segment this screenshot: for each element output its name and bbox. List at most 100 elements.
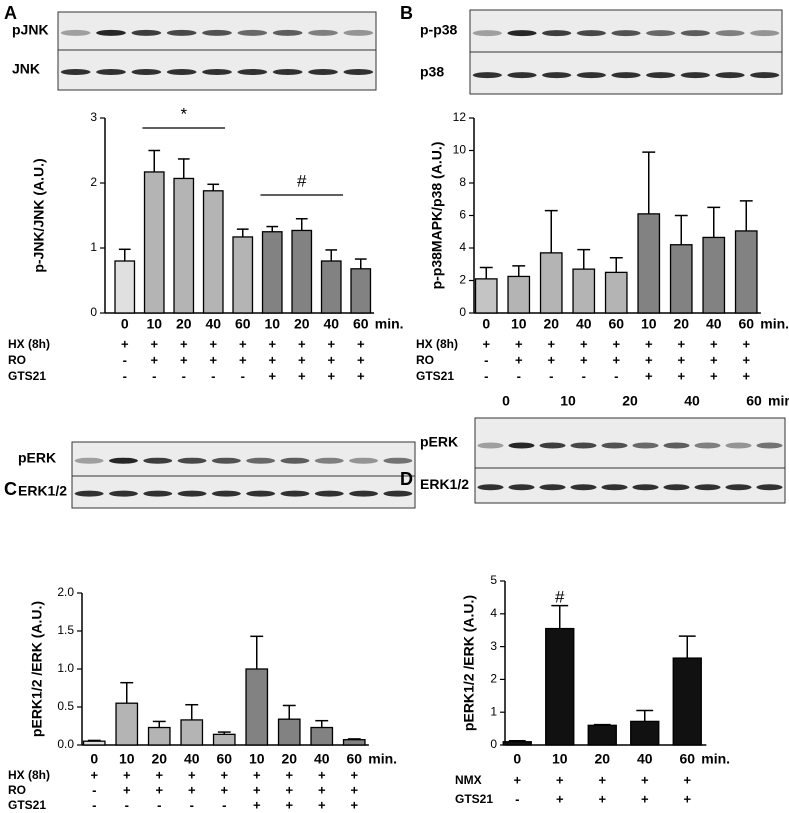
- x-tick-label: 0: [121, 316, 129, 332]
- bar: [82, 740, 106, 746]
- condition-sign: +: [357, 352, 365, 367]
- blot-band: [177, 457, 207, 464]
- bar: [320, 260, 342, 314]
- blot-band: [383, 457, 413, 464]
- x-unit: min.: [701, 751, 730, 767]
- blot-band: [472, 30, 502, 37]
- y-axis-label: pERK1/2 /ERK (A.U.): [29, 601, 45, 737]
- condition-sign: -: [484, 352, 488, 367]
- condition-sign: +: [556, 791, 564, 806]
- y-tick-label: 6: [459, 208, 466, 222]
- error-bar: [642, 151, 656, 214]
- bar: [502, 741, 532, 746]
- blot-header-unit: min.: [768, 393, 789, 409]
- y-tick-label: 2.0: [57, 585, 74, 599]
- blot-band: [96, 29, 126, 36]
- x-tick-label: 60: [235, 316, 251, 332]
- condition-sign: +: [612, 336, 620, 351]
- error-bar: [347, 738, 361, 740]
- x-tick-label: 60: [216, 751, 232, 767]
- y-tick-label: 2: [459, 273, 466, 287]
- blot-band: [166, 29, 197, 36]
- condition-sign: +: [298, 336, 306, 351]
- error-bar: [315, 719, 329, 728]
- error-bar: [577, 248, 591, 270]
- condition-sign: -: [92, 797, 96, 812]
- condition-sign: +: [123, 782, 131, 797]
- blot-band: [211, 490, 241, 497]
- blot-band: [202, 29, 232, 36]
- error-bar: [739, 200, 753, 231]
- x-tick-label: 10: [511, 316, 527, 332]
- blot-band: [211, 457, 241, 464]
- y-tick-label: 5: [490, 573, 497, 587]
- condition-sign: +: [327, 336, 335, 351]
- condition-sign: +: [123, 767, 131, 782]
- x-tick-label: 10: [641, 316, 657, 332]
- blot-label: p-p38: [420, 22, 458, 38]
- x-tick-label: 40: [205, 316, 221, 332]
- panel-letter: D: [400, 469, 413, 489]
- bar: [572, 268, 596, 314]
- error-bar: [609, 257, 623, 273]
- blot-band: [570, 442, 597, 449]
- y-axis-label: p-JNK/JNK (A.U.): [31, 158, 47, 272]
- blot-band: [750, 72, 780, 79]
- bar: [672, 657, 702, 746]
- blot-label: pJNK: [12, 22, 49, 38]
- error-bar: [479, 266, 493, 279]
- bar: [350, 268, 372, 314]
- condition-sign: -: [123, 368, 127, 383]
- blot-band: [715, 72, 745, 79]
- condition-label: GTS21: [8, 798, 46, 812]
- annotation: #: [555, 587, 565, 606]
- condition-sign: +: [318, 782, 326, 797]
- bar: [291, 229, 313, 314]
- condition-sign: -: [515, 791, 519, 806]
- y-tick-label: 0: [459, 305, 466, 319]
- error-bar: [674, 214, 688, 245]
- condition-sign: +: [253, 767, 261, 782]
- error-bar: [118, 248, 131, 261]
- condition-sign: +: [285, 767, 293, 782]
- blot-header: 20: [622, 393, 638, 409]
- bar: [702, 236, 726, 314]
- blot-band: [646, 30, 676, 37]
- x-tick-label: 10: [552, 751, 568, 767]
- condition-sign: +: [350, 767, 358, 782]
- x-tick-label: 20: [151, 751, 167, 767]
- error-bar: [295, 218, 308, 231]
- condition-sign: +: [268, 368, 276, 383]
- blot-band: [349, 490, 378, 497]
- x-tick-label: 10: [264, 316, 280, 332]
- condition-label: RO: [8, 783, 26, 797]
- blot-band: [272, 69, 303, 75]
- x-tick-label: 0: [513, 751, 521, 767]
- error-bar: [551, 604, 569, 629]
- error-bar: [636, 709, 654, 722]
- condition-sign: +: [268, 336, 276, 351]
- annotation: *: [180, 104, 187, 123]
- condition-sign: +: [547, 336, 555, 351]
- x-tick-label: 40: [637, 751, 653, 767]
- condition-sign: +: [677, 336, 685, 351]
- blot-band: [237, 69, 268, 75]
- y-tick-label: 1: [90, 240, 97, 254]
- condition-sign: -: [125, 797, 129, 812]
- error-bar: [512, 265, 526, 277]
- blot-band: [143, 490, 173, 497]
- annotation: #: [297, 171, 307, 190]
- blot-band: [349, 457, 378, 464]
- blot-header: 10: [560, 393, 576, 409]
- blot-band: [507, 72, 537, 79]
- condition-sign: -: [211, 368, 215, 383]
- blot-label: p38: [420, 64, 444, 80]
- bar: [173, 177, 195, 314]
- condition-sign: +: [710, 336, 718, 351]
- blot-band: [314, 457, 344, 464]
- error-bar: [120, 681, 134, 704]
- blot-label: JNK: [12, 61, 40, 77]
- panel-letter: A: [4, 3, 17, 23]
- bar: [734, 230, 758, 314]
- blot-band: [750, 30, 780, 37]
